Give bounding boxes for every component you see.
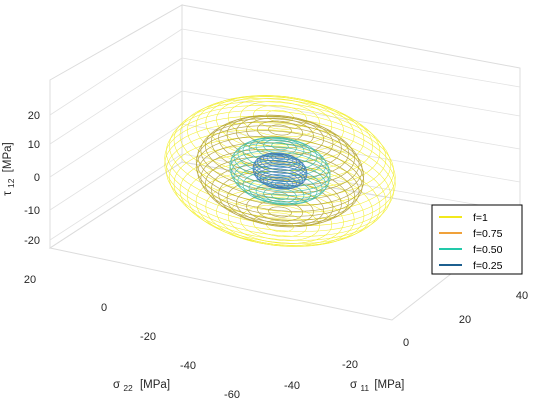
- y-axis-label: σ 22 [MPa]: [113, 379, 170, 394]
- x-axis-unit: [MPa]: [374, 379, 404, 391]
- surface-ring-1-2: [256, 200, 304, 222]
- z-axis-unit: [MPa]: [2, 142, 14, 172]
- x-tick-0: -40: [284, 380, 300, 392]
- surface-ring-0-4: [227, 196, 333, 244]
- y-tick-1: 0: [101, 302, 107, 314]
- surface-ring-1-20: [246, 117, 314, 149]
- surface-layer-3: [252, 152, 308, 190]
- z-axis-var: τ: [2, 191, 14, 196]
- grid-z-left-0: [49, 28, 183, 116]
- x-axis-label: σ 11 [MPa]: [350, 379, 404, 394]
- x-tick-1: -20: [342, 359, 358, 371]
- z-tick-1: 10: [28, 139, 40, 151]
- y-axis-var: σ: [113, 379, 120, 391]
- surface-ring-1-6: [218, 171, 342, 228]
- surface-ring-3-17: [270, 153, 290, 163]
- x-tick-2: 0: [403, 337, 409, 349]
- z-tick-4: -20: [24, 235, 40, 247]
- surface-ring-2-13: [237, 138, 323, 177]
- surface-ring-3-13: [256, 153, 304, 174]
- surface-ring-1-13: [197, 125, 363, 200]
- grid-z-left-3: [49, 123, 183, 211]
- surface-ring-0-17: [173, 101, 387, 197]
- surface-ring-0-25: [253, 105, 307, 130]
- surface-ring-3-16: [266, 152, 294, 165]
- y-tick-4: -60: [224, 389, 240, 401]
- legend-item-3: f=0.25: [473, 260, 503, 272]
- grid-z-left-4: [49, 153, 183, 241]
- y-axis-unit: [MPa]: [140, 379, 170, 391]
- surface-ring-1-16: [211, 116, 349, 179]
- x-axis-subscript: 11: [360, 383, 369, 393]
- x-axis-var: σ: [350, 379, 357, 391]
- back-panel-right: [181, 4, 521, 221]
- z-tick-2: 0: [34, 172, 40, 184]
- z-axis-label-group: τ 12 [MPa]: [2, 142, 17, 195]
- surface-ring-1-10: [197, 142, 363, 217]
- surface-ring-3-2: [270, 179, 290, 189]
- surface-ring-2-2: [263, 187, 297, 203]
- legend-item-1: f=0.75: [473, 228, 503, 240]
- z-tick-0: 20: [28, 110, 40, 122]
- surface-ring-0-24: [240, 101, 320, 138]
- grid-z-right-0: [181, 28, 521, 88]
- x-tick-3: 20: [459, 314, 471, 326]
- surface-ring-0-22: [216, 96, 344, 154]
- surface-ring-3-18: [275, 155, 285, 160]
- surface-ring-0-2: [253, 212, 307, 237]
- x-tick-4: 40: [516, 290, 528, 302]
- surface-ring-2-5: [242, 171, 318, 205]
- grid-z-right-1: [181, 57, 521, 117]
- surface-ring-3-7: [254, 165, 306, 188]
- surface-ring-2-8: [230, 155, 330, 200]
- surface-ring-1-7: [211, 163, 349, 226]
- surface-ring-3-5: [259, 171, 301, 190]
- z-tick-3: -10: [24, 205, 40, 217]
- grid-z-right-4: [181, 153, 521, 213]
- tick-labels: 20 10 0 -10 -20 20 0 -20 -40 -60 -40 -20 0 20 40: [24, 110, 528, 401]
- surface-ring-1-11: [195, 135, 365, 212]
- surface-ring-1-18: [226, 114, 334, 163]
- surface-ring-0-15: [166, 110, 394, 213]
- legend-item-2: f=0.50: [473, 244, 503, 256]
- surface-ring-1-22: [268, 124, 292, 136]
- surface-ring-0-23: [227, 98, 333, 146]
- surface-ring-3-15: [262, 152, 298, 168]
- y-tick-2: -20: [140, 331, 156, 343]
- surface-ring-0-11: [169, 136, 391, 237]
- surface-ring-0-9: [179, 153, 381, 244]
- y-axis-subscript: 22: [123, 383, 133, 393]
- grid-lines: [49, 28, 521, 241]
- grid-z-right-3: [181, 123, 521, 183]
- surface-ring-2-7: [233, 160, 327, 203]
- grid-z-left-2: [49, 90, 183, 178]
- legend-item-0: f=1: [473, 212, 488, 224]
- surface-ring-3-14: [259, 152, 301, 171]
- surface-ring-3-8: [253, 162, 307, 187]
- grid-z-right-2: [181, 90, 521, 150]
- surface-layers: [164, 95, 396, 247]
- y-tick-3: -40: [180, 360, 196, 372]
- z-axis-subscript: 12: [6, 178, 16, 188]
- surface-ring-0-14: [164, 115, 396, 220]
- y-tick-0: 20: [24, 274, 36, 286]
- z-axis-label: τ 12 [MPa]: [2, 142, 17, 195]
- surface-ring-2-18: [271, 142, 289, 151]
- grid-z-left-1: [49, 57, 183, 145]
- legend: f=1 f=0.75 f=0.50 f=0.25: [431, 204, 523, 275]
- surface-ring-1-9: [200, 149, 360, 221]
- surface-ring-1-1: [268, 206, 292, 218]
